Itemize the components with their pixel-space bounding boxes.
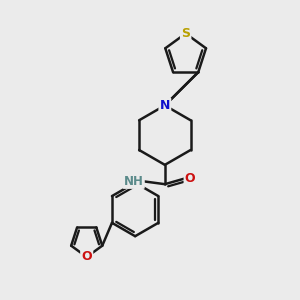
Text: O: O [185, 172, 195, 185]
Text: O: O [81, 250, 92, 263]
Text: N: N [160, 99, 170, 112]
Text: NH: NH [124, 175, 144, 188]
Text: S: S [181, 27, 190, 40]
